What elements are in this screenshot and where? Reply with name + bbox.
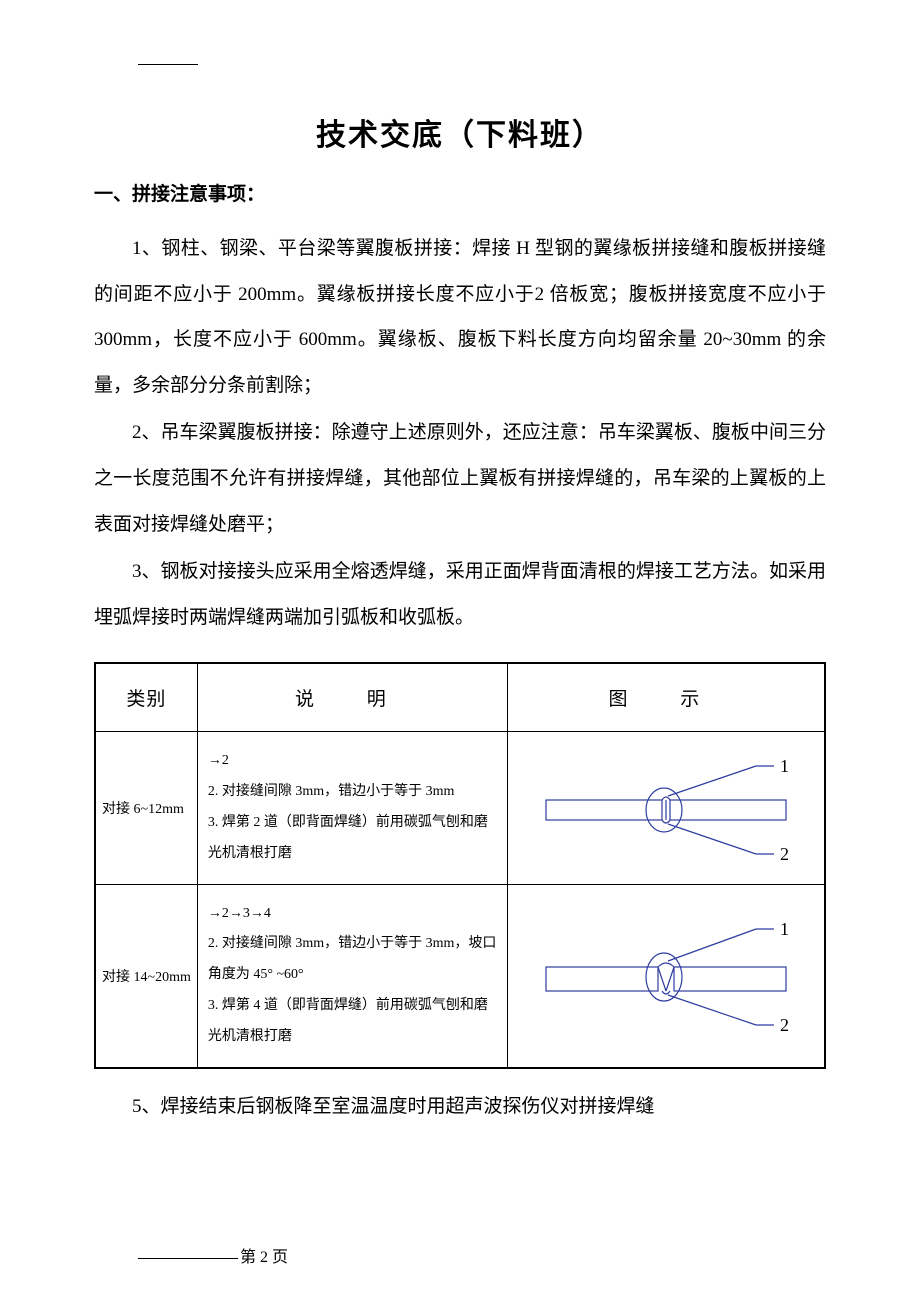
cell-diagram-1: 1 2	[507, 732, 825, 884]
th-type: 类别	[95, 663, 197, 732]
content: 一、拼接注意事项： 1、钢柱、钢梁、平台梁等翼腹板拼接：焊接 H 型钢的翼缘板拼…	[90, 179, 830, 1129]
paragraph-5: 5、焊接结束后钢板降至室温温度时用超声波探伤仪对拼接焊缝	[94, 1084, 826, 1130]
cell-type-1: 对接 6~12mm	[95, 732, 197, 884]
th-desc: 说 明	[197, 663, 507, 732]
page-footer: 第 2 页	[138, 1243, 288, 1267]
th-diagram: 图 示	[507, 663, 825, 732]
desc-line: →2	[208, 753, 229, 768]
paragraph-2: 2、吊车梁翼腹板拼接：除遵守上述原则外，还应注意：吊车梁翼板、腹板中间三分之一长…	[94, 410, 826, 547]
weld-table: 类别 说 明 图 示 对接 6~12mm →2 2. 对接缝间隙 3mm，错边小…	[94, 662, 826, 1068]
table-row: 对接 6~12mm →2 2. 对接缝间隙 3mm，错边小于等于 3mm 3. …	[95, 732, 825, 884]
cell-type-2: 对接 14~20mm	[95, 884, 197, 1067]
diagram-label-1: 1	[780, 919, 789, 939]
desc-line: →2→3→4	[208, 906, 271, 921]
diagram-label-2: 2	[780, 844, 789, 864]
page-title: 技术交底（下料班）	[90, 110, 830, 154]
cell-desc-2: →2→3→4 2. 对接缝间隙 3mm，错边小于等于 3mm，坡口角度为 45°…	[197, 884, 507, 1067]
diagram-label-1: 1	[780, 756, 789, 776]
section-heading: 一、拼接注意事项：	[94, 179, 826, 206]
footer-rule	[138, 1258, 238, 1259]
table-row: 对接 14~20mm →2→3→4 2. 对接缝间隙 3mm，错边小于等于 3m…	[95, 884, 825, 1067]
diagram-label-2: 2	[780, 1015, 789, 1035]
paragraph-1: 1、钢柱、钢梁、平台梁等翼腹板拼接：焊接 H 型钢的翼缘板拼接缝和腹板拼接缝的间…	[94, 226, 826, 408]
header-rule	[138, 64, 198, 65]
page-number: 第 2 页	[240, 1249, 288, 1266]
desc-line: 3. 焊第 2 道（即背面焊缝）前用碳弧气刨和磨光机清根打磨	[208, 815, 488, 861]
desc-line: 2. 对接缝间隙 3mm，错边小于等于 3mm	[208, 784, 455, 799]
paragraph-3: 3、钢板对接接头应采用全熔透焊缝，采用正面焊背面清根的焊接工艺方法。如采用埋弧焊…	[94, 549, 826, 640]
butt-joint-diagram-2: 1 2	[516, 911, 816, 1041]
cell-desc-1: →2 2. 对接缝间隙 3mm，错边小于等于 3mm 3. 焊第 2 道（即背面…	[197, 732, 507, 884]
table-header-row: 类别 说 明 图 示	[95, 663, 825, 732]
cell-diagram-2: 1 2	[507, 884, 825, 1067]
butt-joint-diagram-1: 1 2	[516, 748, 816, 868]
desc-line: 3. 焊第 4 道（即背面焊缝）前用碳弧气刨和磨光机清根打磨	[208, 998, 488, 1044]
desc-line: 2. 对接缝间隙 3mm，错边小于等于 3mm，坡口角度为 45° ~60°	[208, 936, 497, 982]
